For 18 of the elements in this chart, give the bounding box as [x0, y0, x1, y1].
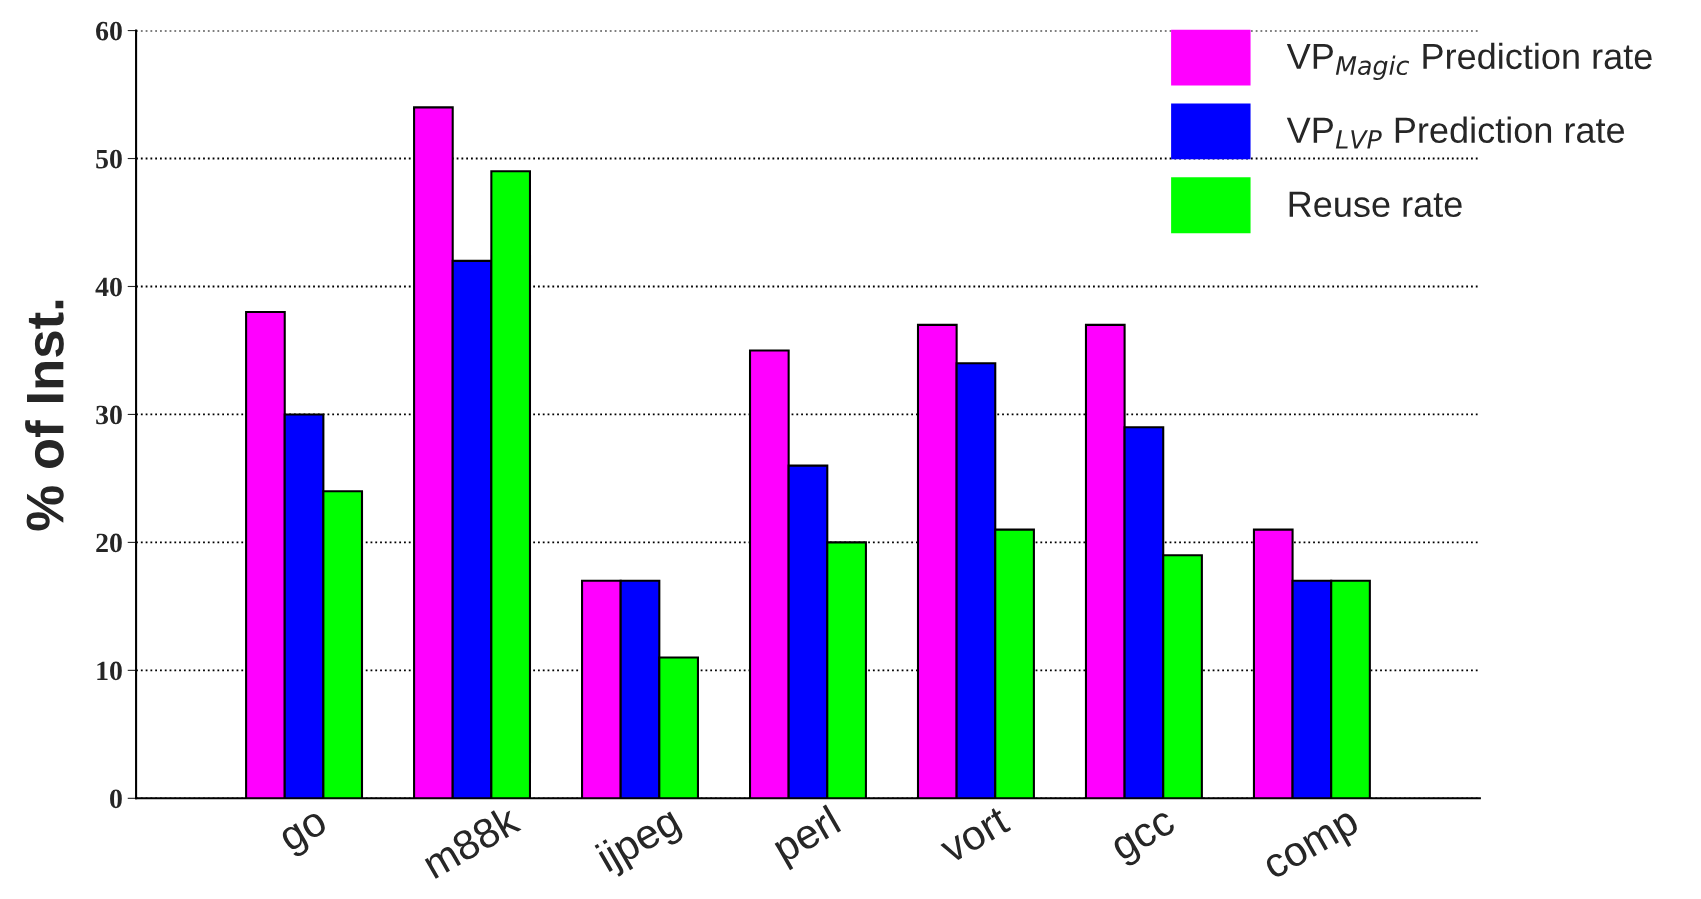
y-tick-label: 0	[110, 789, 122, 809]
y-tick-label: 40	[95, 277, 122, 297]
x-tick-label: vort	[937, 806, 1012, 865]
y-tick-label: 20	[96, 533, 122, 553]
y-tick-label: 30	[96, 405, 122, 425]
legend-label: VP$_{LVP}$ Prediction rate	[1286, 116, 1625, 149]
x-tick-label: perl	[770, 804, 846, 871]
y-axis-title: % of Inst.	[25, 300, 64, 531]
x-tick-label: comp	[1263, 810, 1365, 887]
legend-label: VP$_{Magic}$ Prediction rate	[1286, 42, 1652, 81]
y-tick-label: 50	[96, 149, 122, 169]
legend-label: Reuse rate	[1289, 191, 1462, 218]
x-tick-label: m88k	[420, 803, 522, 880]
y-tick-label: 10	[97, 661, 122, 681]
x-tick-label: gcc	[1111, 810, 1181, 869]
x-tick-label: go	[279, 810, 333, 860]
x-tick-label: ijpeg	[594, 804, 686, 880]
y-tick-label: 60	[96, 21, 122, 41]
